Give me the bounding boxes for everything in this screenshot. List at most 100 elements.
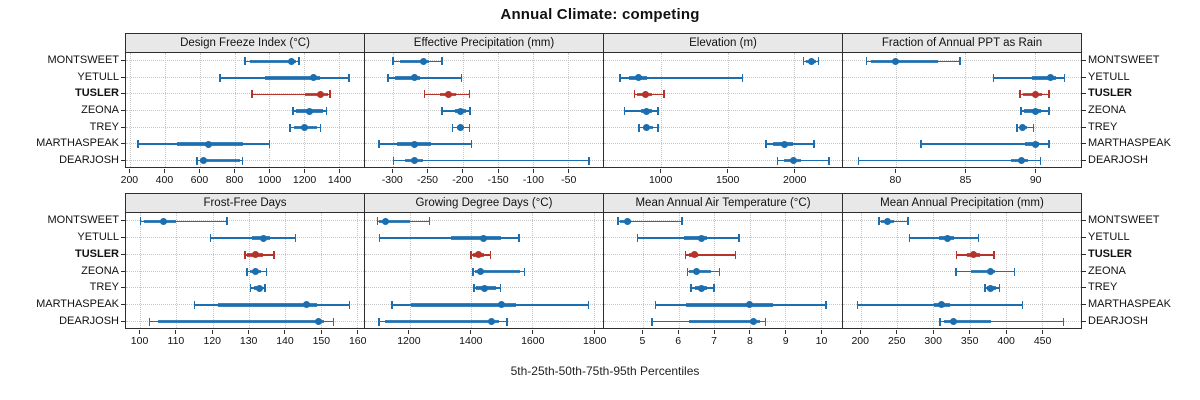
iqr-bar — [217, 303, 318, 307]
axis-tick-label: 7 — [711, 335, 717, 347]
axis-tick-label: 80 — [889, 174, 902, 186]
axis-tick — [1005, 330, 1007, 334]
iqr-bar — [474, 269, 521, 274]
whisker-cap — [802, 57, 805, 66]
whisker-cap — [518, 234, 520, 243]
axis-tick — [233, 169, 235, 173]
median-dot — [643, 124, 651, 132]
axis-tick-label: 1200 — [292, 174, 317, 186]
axis-tick-label: 1500 — [716, 174, 740, 186]
axis-tick — [532, 330, 534, 334]
whisker-cap — [955, 250, 958, 259]
site-label-right: YETULL — [1088, 231, 1130, 244]
axis-strip: 5 6 7 8 9 10 — [603, 330, 843, 352]
whisker-cap — [506, 317, 508, 326]
site-row-tick — [1082, 60, 1086, 62]
site-label-left: YETULL — [77, 70, 119, 83]
median-dot — [635, 74, 643, 82]
whisker-cap — [1048, 107, 1050, 115]
whisker-cap — [984, 284, 986, 293]
whisker-cap — [1021, 300, 1024, 309]
panel-plot — [603, 212, 843, 329]
whisker-cap — [523, 267, 526, 276]
axis-tick — [1042, 330, 1044, 334]
whisker-cap — [636, 234, 639, 243]
site-label-left: TREY — [89, 120, 119, 133]
site-label-right: ZEONA — [1088, 104, 1126, 116]
median-dot — [892, 57, 900, 65]
iqr-bar — [1032, 76, 1056, 80]
site-label-right: MONTSWEET — [1088, 54, 1160, 67]
axis-tick-label: 8 — [746, 335, 753, 347]
whisker-cap — [226, 217, 228, 226]
median-dot — [789, 157, 797, 165]
median-dot — [1031, 140, 1039, 148]
whisker-line — [388, 77, 462, 79]
axis-tick-label: 250 — [887, 335, 906, 347]
axis-tick — [304, 169, 306, 173]
axis-tick — [198, 169, 200, 173]
row-gridline — [365, 126, 603, 128]
whisker-cap — [294, 234, 297, 243]
axis-tick — [248, 330, 250, 334]
median-dot — [642, 90, 650, 98]
whisker-cap — [651, 317, 653, 326]
axis-tick-label: -150 — [487, 174, 509, 186]
axis-tick — [269, 169, 271, 173]
iqr-bar — [870, 59, 938, 64]
median-dot — [643, 107, 651, 115]
whisker-cap — [1039, 156, 1042, 165]
axis-tick — [497, 169, 499, 173]
median-dot — [749, 318, 757, 326]
whisker-cap — [423, 90, 426, 99]
row-gridline — [604, 220, 842, 222]
axis-tick-label: 160 — [348, 335, 367, 347]
whisker-cap — [907, 217, 909, 226]
axis-tick-label: 6 — [675, 335, 682, 347]
whisker-cap — [193, 300, 196, 309]
median-dot — [457, 107, 465, 115]
median-dot — [480, 234, 488, 242]
site-label-right: MARTHASPEAK — [1088, 137, 1171, 150]
row-gridline — [365, 93, 603, 95]
whisker-cap — [813, 140, 815, 149]
whisker-cap — [319, 123, 322, 132]
row-gridline — [604, 110, 842, 111]
median-dot — [1031, 90, 1039, 98]
row-gridline — [365, 220, 603, 222]
whisker-cap — [148, 317, 151, 326]
site-row-tick — [1082, 93, 1086, 95]
site-row-tick — [121, 220, 125, 222]
whisker-cap — [817, 57, 820, 66]
site-row-tick — [1082, 270, 1086, 272]
site-label-right: MONTSWEET — [1088, 214, 1160, 227]
whisker-cap — [196, 156, 198, 165]
axis-tick — [408, 330, 410, 334]
site-label-right: TUSLER — [1088, 247, 1132, 260]
site-label-left: MONTSWEET — [47, 54, 120, 67]
median-dot — [252, 268, 260, 275]
site-row-tick — [121, 320, 125, 322]
whisker-cap — [246, 267, 248, 276]
whisker-cap — [690, 284, 692, 293]
row-gridline — [365, 143, 603, 145]
whisker-cap — [1020, 107, 1022, 115]
site-row-tick — [1082, 76, 1086, 78]
whisker-cap — [265, 267, 268, 276]
site-label-left: YETULL — [77, 231, 119, 244]
whisker-cap — [686, 267, 689, 276]
whisker-cap — [428, 217, 431, 226]
axis-tick-label: 1400 — [327, 174, 352, 186]
axis-tick-label: -100 — [522, 174, 544, 186]
whisker-cap — [684, 250, 687, 259]
axis-tick-label: 90 — [1029, 174, 1042, 186]
whisker-cap — [392, 156, 395, 165]
row-gridline — [843, 287, 1081, 289]
axis-tick — [470, 330, 472, 334]
whisker-cap — [1019, 90, 1021, 99]
row-gridline — [126, 270, 364, 272]
whisker-cap — [441, 57, 443, 66]
axis-tick — [427, 169, 429, 173]
panel-title: Fraction of Annual PPT as Rain — [881, 37, 1043, 49]
whisker-cap — [378, 140, 380, 149]
